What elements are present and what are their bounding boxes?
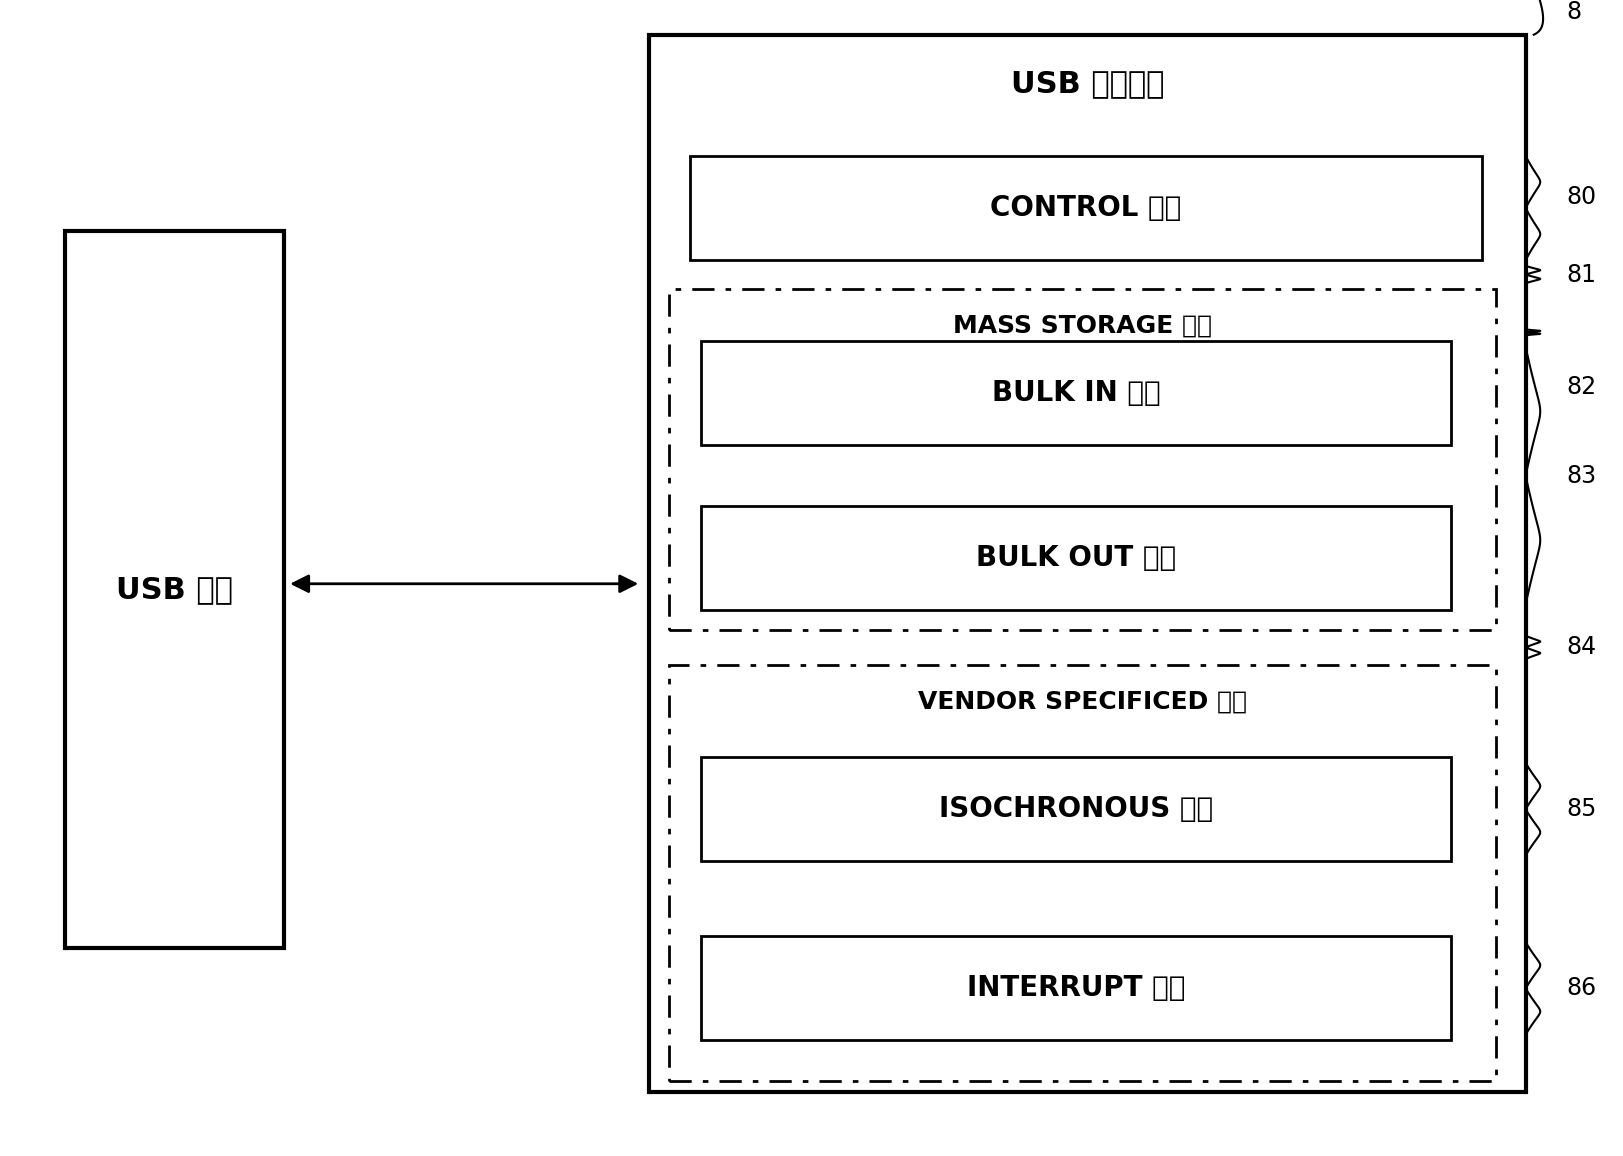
FancyBboxPatch shape <box>649 35 1526 1092</box>
Text: BULK OUT 端点: BULK OUT 端点 <box>975 544 1177 572</box>
FancyBboxPatch shape <box>669 289 1496 630</box>
FancyBboxPatch shape <box>690 156 1482 260</box>
FancyBboxPatch shape <box>701 341 1451 445</box>
Text: 82: 82 <box>1566 376 1597 399</box>
Text: VENDOR SPECIFICED 接口: VENDOR SPECIFICED 接口 <box>919 690 1246 713</box>
Text: 86: 86 <box>1566 977 1597 1000</box>
Text: USB 主机: USB 主机 <box>115 575 234 605</box>
Text: ISOCHRONOUS 端点: ISOCHRONOUS 端点 <box>940 795 1212 823</box>
Text: CONTROL 端点: CONTROL 端点 <box>990 194 1182 222</box>
FancyBboxPatch shape <box>669 665 1496 1081</box>
FancyBboxPatch shape <box>701 506 1451 610</box>
FancyBboxPatch shape <box>65 231 284 948</box>
Text: USB 逃辑设备: USB 逃辑设备 <box>1011 68 1164 98</box>
Text: 81: 81 <box>1566 262 1595 287</box>
Text: 80: 80 <box>1566 185 1597 208</box>
FancyBboxPatch shape <box>701 936 1451 1040</box>
Text: 83: 83 <box>1566 464 1597 488</box>
Text: 85: 85 <box>1566 798 1597 821</box>
Text: MASS STORAGE 接口: MASS STORAGE 接口 <box>953 314 1212 338</box>
FancyBboxPatch shape <box>701 757 1451 861</box>
Text: 84: 84 <box>1566 636 1597 659</box>
Text: BULK IN 端点: BULK IN 端点 <box>992 379 1160 407</box>
Text: INTERRUPT 端点: INTERRUPT 端点 <box>967 975 1185 1002</box>
Text: 8: 8 <box>1566 0 1581 23</box>
